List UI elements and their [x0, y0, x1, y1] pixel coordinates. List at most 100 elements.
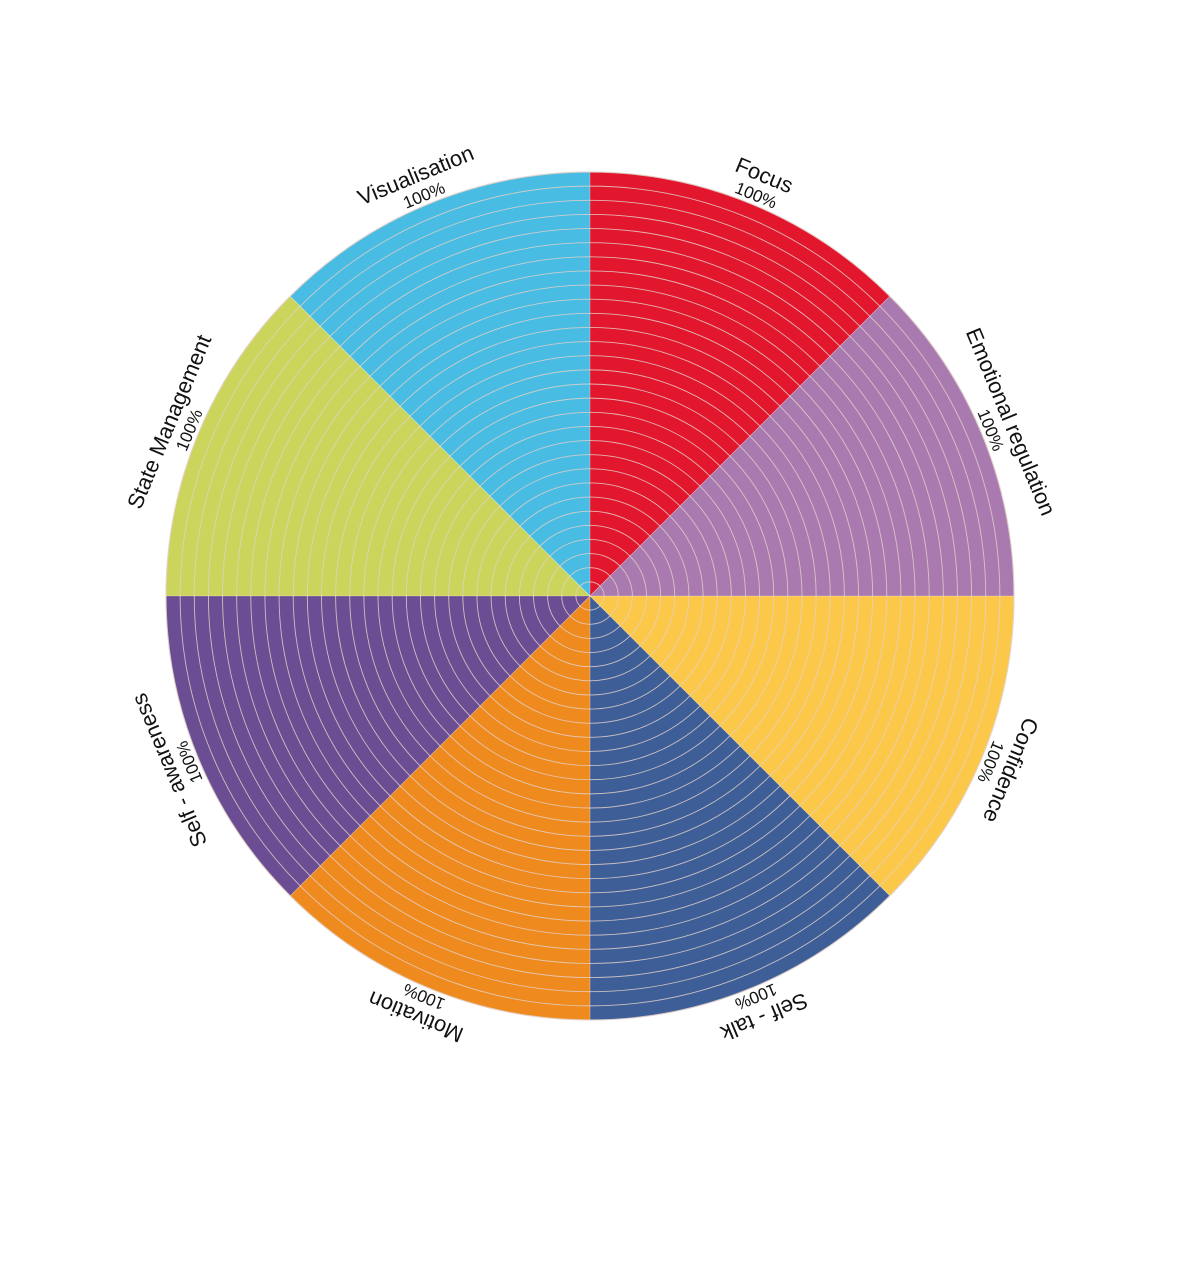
ring-arc-emotional-regulation — [809, 375, 902, 597]
ring-arc-self-talk — [589, 835, 831, 936]
segment-self-awareness — [166, 596, 590, 896]
ring-arc-state-management — [250, 355, 351, 597]
ring-arc-self-awareness — [533, 595, 551, 637]
ring-arc-focus — [589, 185, 881, 307]
ring-arc-state-management — [533, 555, 551, 597]
ring-arc-self-talk — [589, 745, 741, 809]
ring-arc-focus — [589, 341, 771, 417]
ring-arc-emotional-regulation — [659, 525, 690, 597]
ring-arc-visualisation — [379, 298, 591, 387]
ring-arc-emotional-regulation — [649, 535, 676, 597]
ring-arc-state-management — [335, 415, 411, 597]
ring-arc-self-talk — [589, 855, 851, 964]
ring-arc-confidence — [799, 595, 888, 807]
ring-arc-emotional-regulation — [759, 425, 831, 597]
ring-arc-visualisation — [479, 440, 591, 487]
ring-arc-confidence — [649, 595, 676, 657]
ring-arc-visualisation — [439, 383, 591, 447]
ring-arc-self-talk — [589, 615, 611, 625]
ring-arc-visualisation — [389, 312, 591, 397]
ring-arc-state-management — [207, 325, 321, 597]
wheel-separators — [166, 172, 1014, 1020]
ring-arc-motivation — [369, 815, 591, 908]
wedge-separator — [589, 295, 891, 597]
wedge-separator — [289, 595, 591, 897]
ring-arc-confidence — [669, 595, 704, 677]
ring-arc-self-awareness — [306, 595, 391, 797]
ring-arc-emotional-regulation — [819, 365, 916, 597]
ring-arc-visualisation — [369, 284, 591, 377]
ring-arc-emotional-regulation — [779, 405, 859, 597]
ring-arc-confidence — [829, 595, 930, 837]
ring-arc-state-management — [434, 485, 481, 597]
ring-arc-state-management — [222, 335, 331, 597]
ring-arc-self-talk — [589, 815, 811, 908]
ring-arc-self-awareness — [377, 595, 441, 747]
ring-arc-focus — [589, 425, 711, 477]
ring-arc-emotional-regulation — [889, 295, 1015, 597]
ring-arc-self-awareness — [561, 595, 571, 617]
ring-arc-self-talk — [589, 885, 881, 1007]
ring-arc-focus — [589, 567, 611, 577]
segment-self-talk — [590, 596, 890, 1020]
ring-arc-self-talk — [589, 845, 841, 950]
ring-arc-emotional-regulation — [829, 355, 930, 597]
segment-focus — [590, 172, 890, 596]
ring-arc-motivation — [439, 745, 591, 809]
ring-arc-motivation — [509, 675, 591, 710]
ring-arc-self-talk — [589, 645, 641, 668]
ring-arc-self-awareness — [335, 595, 411, 777]
ring-arc-confidence — [739, 595, 803, 747]
ring-arc-emotional-regulation — [699, 485, 746, 597]
ring-arc-state-management — [321, 405, 401, 597]
ring-arc-state-management — [236, 345, 341, 597]
ring-arc-visualisation — [399, 327, 591, 407]
ring-arc-focus — [589, 496, 661, 527]
ring-arc-motivation — [379, 805, 591, 894]
ring-arc-visualisation — [359, 270, 591, 367]
ring-arc-self-awareness — [321, 595, 401, 787]
ring-arc-emotional-regulation — [879, 305, 1001, 597]
segment-motivation — [290, 596, 590, 1020]
ring-arc-self-awareness — [222, 595, 331, 857]
ring-arc-state-management — [547, 565, 561, 597]
ring-arc-self-talk — [589, 705, 701, 752]
ring-arc-self-awareness — [193, 595, 311, 877]
ring-arc-self-awareness — [179, 595, 301, 887]
ring-arc-self-talk — [589, 785, 781, 865]
ring-arc-motivation — [519, 665, 591, 696]
ring-arc-confidence — [679, 595, 718, 687]
ring-arc-emotional-regulation — [639, 545, 662, 597]
ring-arc-self-awareness — [490, 595, 521, 667]
ring-arc-self-awareness — [434, 595, 481, 707]
ring-arc-state-management — [306, 395, 391, 597]
ring-arc-self-awareness — [207, 595, 321, 867]
wedge-separator — [289, 295, 591, 597]
ring-arc-confidence — [619, 595, 633, 627]
ring-arc-focus — [589, 510, 651, 537]
ring-arc-motivation — [539, 645, 591, 668]
ring-arc-self-talk — [589, 635, 631, 653]
ring-arc-motivation — [559, 625, 591, 639]
ring-arc-self-talk — [589, 695, 691, 738]
ring-arc-confidence — [789, 595, 874, 797]
ring-arc-state-management — [504, 535, 531, 597]
ring-arc-confidence — [719, 595, 775, 727]
ring-arc-state-management — [165, 295, 291, 597]
ring-arc-state-management — [405, 465, 461, 597]
ring-arc-motivation — [529, 655, 591, 682]
ring-arc-self-talk — [589, 865, 861, 979]
ring-arc-self-awareness — [547, 595, 561, 627]
ring-arc-confidence — [639, 595, 662, 647]
ring-arc-motivation — [309, 875, 591, 993]
ring-arc-self-talk — [589, 715, 711, 767]
ring-arc-self-talk — [589, 735, 731, 795]
ring-arc-visualisation — [329, 228, 591, 337]
ring-arc-focus — [589, 553, 621, 567]
ring-arc-state-management — [518, 545, 541, 597]
ring-arc-emotional-regulation — [679, 505, 718, 597]
ring-arc-focus — [589, 228, 851, 337]
ring-arc-state-management — [561, 575, 571, 597]
